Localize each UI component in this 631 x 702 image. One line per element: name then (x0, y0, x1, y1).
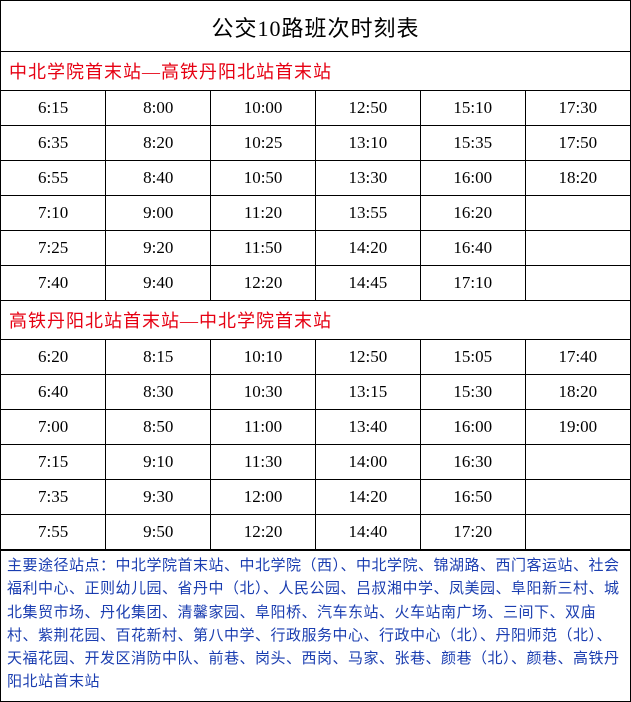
time-cell: 18:20 (525, 375, 630, 410)
time-cell: 8:20 (106, 126, 211, 161)
time-cell: 9:10 (106, 445, 211, 480)
time-cell: 8:30 (106, 375, 211, 410)
time-cell (525, 196, 630, 231)
time-cell: 11:20 (211, 196, 316, 231)
table-row: 6:208:1510:1012:5015:0517:40 (1, 340, 630, 375)
table-row: 6:358:2010:2513:1015:3517:50 (1, 126, 630, 161)
time-cell: 14:20 (315, 480, 420, 515)
table-row: 7:359:3012:0014:2016:50 (1, 480, 630, 515)
table-row: 7:409:4012:2014:4517:10 (1, 266, 630, 301)
direction-1-header-text: 中北学院首末站—高铁丹阳北站首末站 (9, 62, 332, 82)
time-cell: 7:55 (1, 515, 106, 550)
time-cell: 13:55 (315, 196, 420, 231)
time-cell: 12:00 (211, 480, 316, 515)
time-cell: 6:20 (1, 340, 106, 375)
time-cell: 15:30 (420, 375, 525, 410)
timetable-2: 6:208:1510:1012:5015:0517:406:408:3010:3… (1, 340, 630, 550)
time-cell: 16:00 (420, 161, 525, 196)
direction-2-header: 高铁丹阳北站首末站—中北学院首末站 (1, 301, 630, 340)
time-cell (525, 231, 630, 266)
time-cell: 9:20 (106, 231, 211, 266)
time-cell (525, 480, 630, 515)
time-cell: 6:55 (1, 161, 106, 196)
time-cell: 15:35 (420, 126, 525, 161)
time-cell: 7:35 (1, 480, 106, 515)
time-cell: 6:40 (1, 375, 106, 410)
time-cell: 12:50 (315, 91, 420, 126)
time-cell: 11:50 (211, 231, 316, 266)
time-cell: 13:40 (315, 410, 420, 445)
time-cell: 16:50 (420, 480, 525, 515)
time-cell: 16:40 (420, 231, 525, 266)
time-cell: 12:50 (315, 340, 420, 375)
stops-label: 主要途径站点： (7, 558, 116, 574)
time-cell: 9:40 (106, 266, 211, 301)
time-cell: 12:20 (211, 515, 316, 550)
stops-block: 主要途径站点：中北学院首末站、中北学院（西）、中北学院、锦湖路、西门客运站、社会… (1, 550, 630, 701)
time-cell: 9:30 (106, 480, 211, 515)
time-cell: 8:15 (106, 340, 211, 375)
table-row: 7:259:2011:5014:2016:40 (1, 231, 630, 266)
time-cell: 16:00 (420, 410, 525, 445)
stops-text: 中北学院首末站、中北学院（西）、中北学院、锦湖路、西门客运站、社会福利中心、正则… (7, 558, 620, 690)
time-cell: 8:40 (106, 161, 211, 196)
time-cell (525, 266, 630, 301)
table-row: 7:008:5011:0013:4016:0019:00 (1, 410, 630, 445)
timetable-container: 公交10路班次时刻表 中北学院首末站—高铁丹阳北站首末站 6:158:0010:… (0, 0, 631, 702)
table-row: 7:159:1011:3014:0016:30 (1, 445, 630, 480)
table-row: 6:558:4010:5013:3016:0018:20 (1, 161, 630, 196)
table-row: 7:109:0011:2013:5516:20 (1, 196, 630, 231)
time-cell: 7:15 (1, 445, 106, 480)
time-cell: 17:20 (420, 515, 525, 550)
time-cell: 16:20 (420, 196, 525, 231)
time-cell: 12:20 (211, 266, 316, 301)
table-row: 6:158:0010:0012:5015:1017:30 (1, 91, 630, 126)
timetable-1: 6:158:0010:0012:5015:1017:306:358:2010:2… (1, 91, 630, 301)
time-cell: 9:00 (106, 196, 211, 231)
table-row: 7:559:5012:2014:4017:20 (1, 515, 630, 550)
time-cell: 7:00 (1, 410, 106, 445)
table-row: 6:408:3010:3013:1515:3018:20 (1, 375, 630, 410)
direction-2-header-text: 高铁丹阳北站首末站—中北学院首末站 (9, 311, 332, 331)
time-cell: 17:30 (525, 91, 630, 126)
time-cell: 10:10 (211, 340, 316, 375)
time-cell: 17:50 (525, 126, 630, 161)
time-cell: 15:05 (420, 340, 525, 375)
time-cell: 10:50 (211, 161, 316, 196)
time-cell: 11:30 (211, 445, 316, 480)
time-cell: 9:50 (106, 515, 211, 550)
time-cell: 8:50 (106, 410, 211, 445)
time-cell: 6:15 (1, 91, 106, 126)
time-cell: 7:25 (1, 231, 106, 266)
time-cell: 10:30 (211, 375, 316, 410)
time-cell: 14:20 (315, 231, 420, 266)
time-cell: 6:35 (1, 126, 106, 161)
time-cell: 17:40 (525, 340, 630, 375)
time-cell: 7:40 (1, 266, 106, 301)
time-cell: 14:45 (315, 266, 420, 301)
time-cell: 19:00 (525, 410, 630, 445)
time-cell (525, 515, 630, 550)
time-cell: 11:00 (211, 410, 316, 445)
time-cell: 7:10 (1, 196, 106, 231)
time-cell: 13:10 (315, 126, 420, 161)
time-cell: 17:10 (420, 266, 525, 301)
time-cell: 13:30 (315, 161, 420, 196)
time-cell: 8:00 (106, 91, 211, 126)
time-cell: 10:00 (211, 91, 316, 126)
time-cell: 10:25 (211, 126, 316, 161)
time-cell: 13:15 (315, 375, 420, 410)
time-cell: 15:10 (420, 91, 525, 126)
time-cell (525, 445, 630, 480)
direction-1-header: 中北学院首末站—高铁丹阳北站首末站 (1, 52, 630, 91)
time-cell: 14:40 (315, 515, 420, 550)
time-cell: 14:00 (315, 445, 420, 480)
time-cell: 16:30 (420, 445, 525, 480)
page-title: 公交10路班次时刻表 (1, 1, 630, 52)
time-cell: 18:20 (525, 161, 630, 196)
